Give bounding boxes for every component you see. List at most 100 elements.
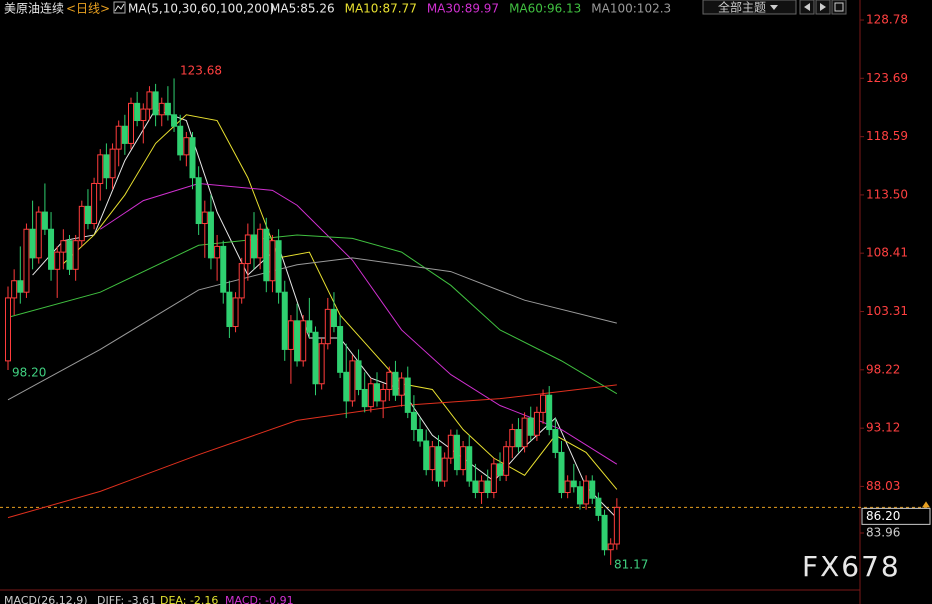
candle-body: [447, 434, 454, 459]
candle-body: [509, 429, 516, 448]
candle-body: [386, 371, 393, 390]
candle-body: [595, 497, 602, 516]
candle-body: [128, 102, 134, 144]
candle-body: [11, 280, 18, 299]
candle-body: [300, 320, 307, 362]
candle-body: [540, 394, 547, 413]
candle-body: [398, 377, 405, 396]
candle-body: [164, 102, 171, 116]
candle-body: [91, 182, 98, 225]
candle-body: [330, 308, 337, 328]
candle-body: [48, 228, 55, 270]
candle-body: [392, 371, 399, 396]
y-tick-label: 128.78: [866, 13, 908, 27]
legend-entry: MA5:85.26: [270, 2, 335, 16]
candle-body: [306, 320, 313, 333]
candle-body: [54, 251, 61, 270]
candle-body: [367, 383, 374, 408]
candle-body: [183, 137, 190, 156]
candle-body: [441, 457, 448, 482]
candle-body: [146, 91, 153, 110]
candle-body: [435, 446, 442, 482]
candle-body: [251, 234, 257, 259]
candle-body: [66, 240, 73, 270]
candle-body: [484, 480, 491, 493]
candle-body: [281, 291, 288, 350]
candle-body: [312, 331, 319, 385]
window-icon[interactable]: [834, 2, 844, 12]
candle-body: [527, 417, 534, 436]
legend-entry: MA10:87.77: [345, 2, 417, 16]
low-annotation: 81.17: [614, 558, 648, 572]
theme-button-label[interactable]: 全部主题: [718, 0, 766, 15]
candle-body: [583, 480, 590, 505]
candle-body: [374, 383, 380, 402]
y-tick-label: 103.31: [866, 304, 908, 318]
candle-body: [343, 371, 350, 402]
candle-body: [490, 463, 497, 493]
period: <日线>: [66, 2, 110, 16]
next-icon[interactable]: [820, 3, 826, 11]
candle-body: [115, 125, 122, 150]
candle-body: [521, 417, 528, 448]
icon: [114, 3, 125, 12]
candle-body: [349, 360, 356, 402]
candle-body: [337, 326, 344, 373]
legend-entry: MA30:89.97: [427, 2, 499, 16]
candle-body: [97, 154, 104, 184]
y-tick-label: 83.96: [866, 526, 900, 540]
ma-line: [7, 257, 617, 401]
last-price-arrow: [922, 501, 930, 508]
candle-body: [78, 205, 85, 242]
candle-body: [410, 411, 417, 431]
candle-body: [287, 320, 294, 350]
candle-body: [423, 440, 430, 471]
candle-body: [380, 388, 387, 402]
dropdown-arrow[interactable]: [770, 5, 778, 10]
candle-body: [324, 308, 331, 345]
candle-body: [121, 125, 128, 144]
candle-body: [60, 240, 67, 253]
candle-body: [171, 114, 178, 127]
candle-body: [503, 446, 510, 476]
theme-button[interactable]: [702, 0, 797, 15]
macd-label: MACD: -0.91: [225, 594, 294, 604]
candle-body: [472, 480, 479, 493]
candle-body: [41, 211, 48, 230]
candle-body: [189, 137, 196, 179]
watermark: FX678: [802, 550, 901, 583]
candle-body: [269, 240, 276, 282]
low-annotation: 98.20: [12, 366, 46, 380]
candle-body: [17, 280, 24, 293]
y-tick-label: 108.41: [866, 246, 908, 260]
candle-body: [546, 394, 553, 431]
candle-body: [613, 506, 620, 545]
y-tick-label: 118.59: [866, 129, 908, 143]
y-tick-label: 98.22: [866, 362, 900, 376]
candle-body: [361, 388, 368, 408]
candle-body: [220, 245, 227, 293]
candle-body: [515, 429, 522, 448]
candle-body: [355, 360, 362, 390]
ma-line: [7, 234, 618, 395]
window-button[interactable]: [831, 0, 847, 15]
legend-entry: MA100:102.3: [591, 2, 671, 16]
candle-body: [103, 154, 110, 179]
prev-icon[interactable]: [804, 3, 810, 11]
candle-body: [201, 211, 208, 225]
candle-body: [23, 228, 30, 293]
ma-line: [32, 108, 618, 519]
chart-title: 美原油连续: [4, 1, 64, 16]
candle-body: [552, 429, 559, 453]
candle-body: [453, 434, 460, 471]
ma-line: [99, 182, 618, 465]
candle-body: [177, 125, 184, 156]
candle-body: [429, 446, 436, 471]
macd-label: DEA: -2.16: [160, 594, 218, 604]
candle-body: [195, 177, 202, 225]
indicator: MA(5,10,30,60,100,200): [128, 2, 274, 16]
legend-entry: MA60:96.13: [509, 2, 581, 16]
candle-body: [570, 480, 577, 488]
candle-body: [84, 205, 91, 225]
